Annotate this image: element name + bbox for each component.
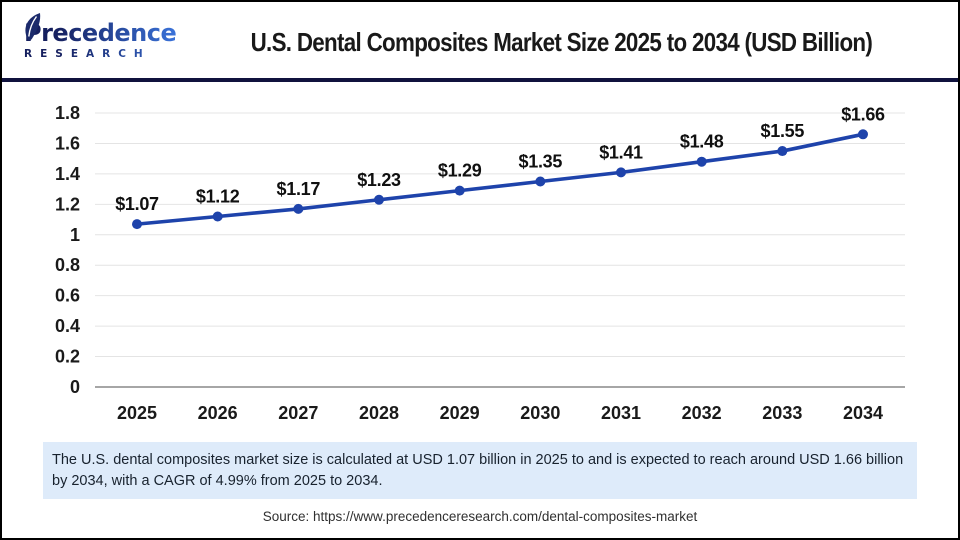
x-tick-label: 2034	[843, 403, 883, 423]
x-tick-label: 2030	[520, 403, 560, 423]
y-tick-label: 1.4	[55, 164, 80, 184]
y-tick-label: 0.6	[55, 286, 80, 306]
data-point	[777, 146, 788, 157]
header: Precedence RESEARCH U.S. Dental Composit…	[2, 2, 958, 82]
data-point	[535, 176, 546, 187]
data-point-label: $1.12	[196, 187, 240, 207]
data-point-label: $1.07	[115, 194, 159, 214]
logo-subname: RESEARCH	[24, 48, 190, 60]
y-tick-label: 1	[70, 225, 80, 245]
y-tick-label: 0	[70, 377, 80, 397]
source-line: Source: https://www.precedenceresearch.c…	[262, 509, 698, 524]
x-tick-label: 2031	[601, 403, 641, 423]
leaf-icon	[25, 12, 41, 40]
x-tick-label: 2029	[440, 403, 480, 423]
x-tick-label: 2026	[198, 403, 238, 423]
summary-box: The U.S. dental composites market size i…	[43, 442, 917, 500]
x-tick-label: 2033	[762, 403, 802, 423]
page-title: U.S. Dental Composites Market Size 2025 …	[190, 22, 958, 59]
series-line	[135, 132, 865, 226]
logo-name: Precedence	[24, 18, 177, 47]
line-chart: 0 0.2 0.4 0.6 0.8 1 1.2 1.4 1.6 1.8 2025 2026 2027 20…	[2, 86, 958, 440]
data-point-label: $1.48	[680, 132, 724, 152]
x-tick-label: 2028	[359, 403, 399, 423]
chart-canvas: 0 0.2 0.4 0.6 0.8 1 1.2 1.4 1.6 1.8 2025 2026 2027 20…	[55, 103, 905, 423]
x-tick-label: 2032	[682, 403, 722, 423]
data-point	[293, 203, 304, 214]
x-tick-label: 2027	[278, 403, 318, 423]
y-tick-label: 0.8	[55, 255, 80, 275]
y-tick-label: 0.4	[55, 316, 80, 336]
x-tick-label: 2025	[117, 403, 157, 423]
data-point-label: $1.66	[841, 104, 885, 124]
brand-logo: Precedence RESEARCH	[24, 12, 190, 60]
data-point-label: $1.41	[599, 142, 643, 162]
data-point-label: $1.55	[761, 121, 805, 141]
data-point	[454, 185, 465, 196]
data-point-label: $1.23	[357, 170, 401, 190]
y-tick-label: 1.2	[55, 194, 80, 214]
data-point	[696, 156, 707, 167]
summary-text: The U.S. dental composites market size i…	[52, 452, 904, 489]
y-tick-label: 1.8	[55, 103, 80, 123]
page-title-text: U.S. Dental Composites Market Size 2025 …	[250, 26, 872, 57]
y-tick-label: 0.2	[55, 347, 80, 367]
logo-wordmark: Precedence	[24, 12, 190, 47]
data-point	[374, 194, 384, 205]
data-point	[212, 211, 223, 222]
data-point-label: $1.17	[277, 179, 321, 199]
data-point-label: $1.29	[438, 161, 482, 181]
data-point	[132, 219, 142, 230]
data-point	[616, 167, 626, 178]
data-point-label: $1.35	[519, 152, 563, 172]
y-tick-label: 1.6	[55, 133, 80, 153]
data-point	[858, 129, 868, 140]
